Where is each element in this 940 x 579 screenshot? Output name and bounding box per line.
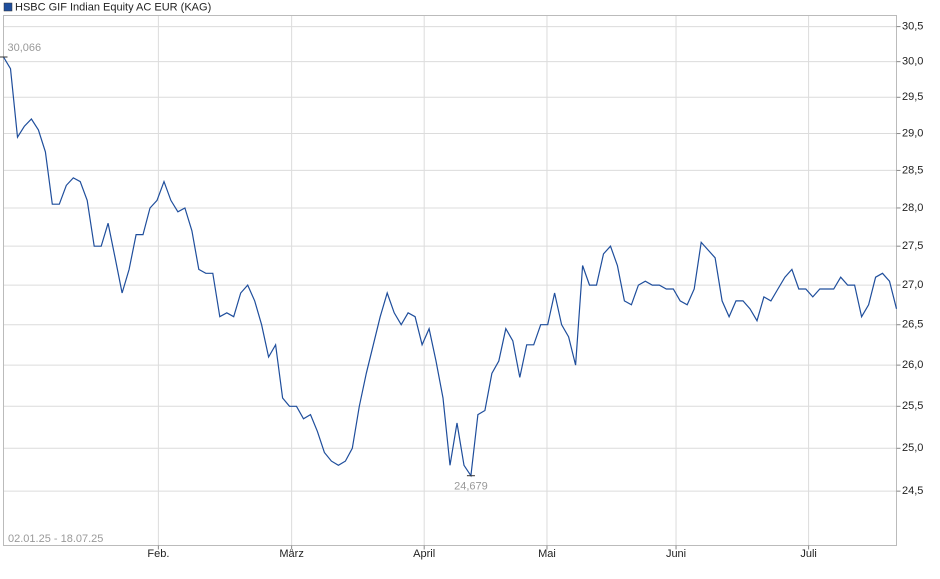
y-tick-label: 27,5 — [902, 240, 923, 252]
y-tick-label: 29,0 — [902, 127, 923, 139]
y-tick-label: 26,5 — [902, 319, 923, 331]
date-range: 02.01.25 - 18.07.25 — [8, 533, 103, 545]
y-tick-label: 28,5 — [902, 164, 923, 176]
x-tick-label: April — [413, 548, 435, 560]
x-tick-label: Juni — [666, 548, 686, 560]
annotation-label: 24,679 — [454, 481, 488, 493]
y-tick-label: 27,0 — [902, 279, 923, 291]
legend-label: HSBC GIF Indian Equity AC EUR (KAG) — [15, 1, 211, 13]
x-tick-label: März — [279, 548, 303, 560]
y-tick-label: 29,5 — [902, 91, 923, 103]
x-tick-label: Feb. — [147, 548, 169, 560]
plot-frame — [3, 15, 897, 546]
legend-swatch — [3, 2, 13, 12]
y-tick-label: 30,0 — [902, 56, 923, 68]
x-tick-label: Mai — [538, 548, 556, 560]
y-tick-label: 25,5 — [902, 400, 923, 412]
y-tick-label: 24,5 — [902, 485, 923, 497]
y-tick-label: 26,0 — [902, 359, 923, 371]
annotation-label: 30,066 — [8, 42, 42, 54]
y-tick-label: 30,5 — [902, 21, 923, 33]
price-line — [2, 56, 898, 478]
y-tick-label: 25,0 — [902, 442, 923, 454]
x-tick-label: Juli — [800, 548, 817, 560]
y-tick-label: 28,0 — [902, 202, 923, 214]
